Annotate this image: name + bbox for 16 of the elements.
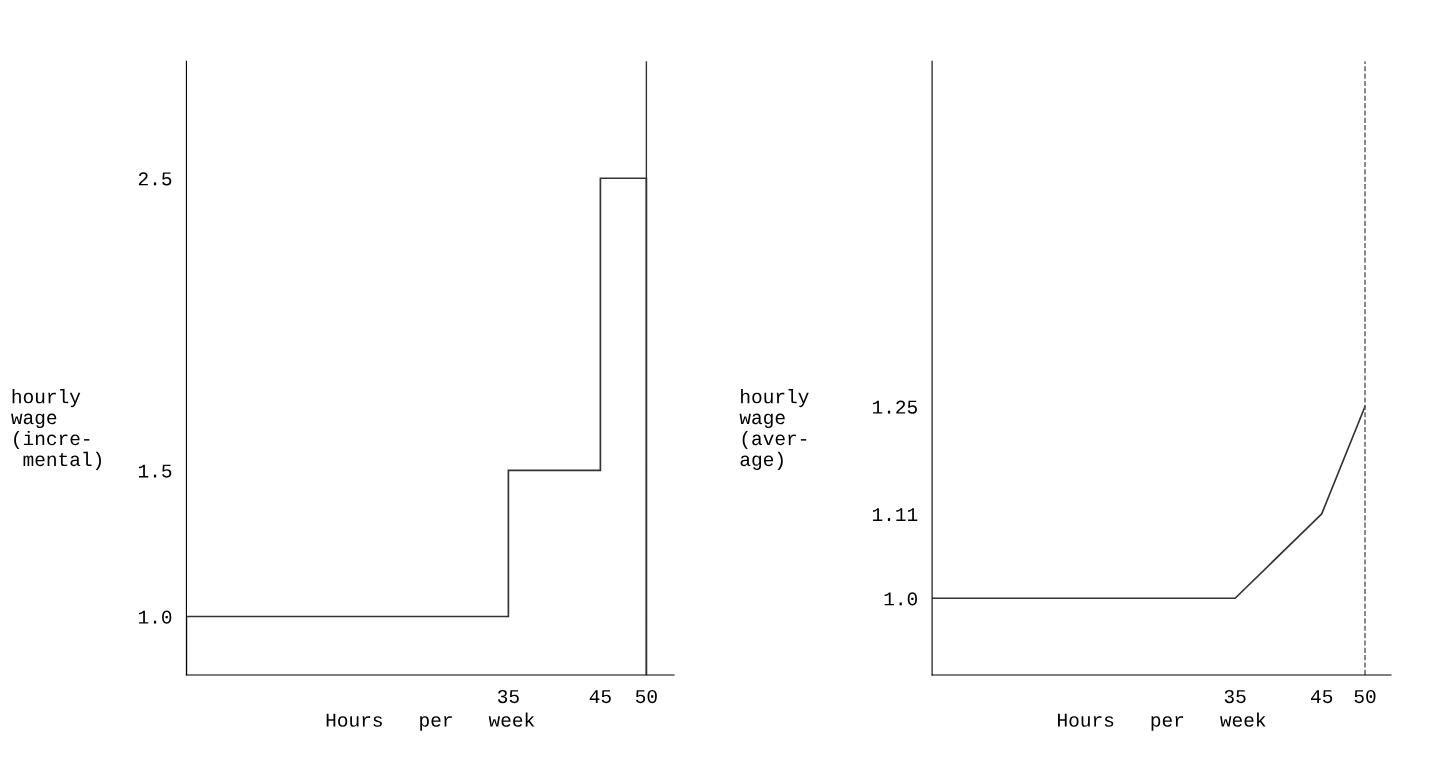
x-tick-label: 35	[497, 689, 519, 704]
y-tick-label: 1.5	[138, 464, 172, 478]
x-tick-label: 50	[635, 689, 657, 704]
x-tick-label: 35	[1224, 689, 1246, 704]
y-tick-label: 1.0	[884, 592, 918, 606]
x-tick-label: 45	[589, 690, 611, 704]
y-tick-label: 1.0	[138, 610, 172, 624]
x-axis-title: Hours per week	[1058, 712, 1266, 731]
y-tick-label: 2.5	[138, 172, 172, 186]
y-tick-label: 1.25	[872, 400, 917, 414]
y-axis-title: hourly wage (aver- age)	[739, 389, 809, 470]
x-tick-label: 50	[1354, 689, 1376, 704]
y-tick-label: 1.11	[872, 508, 918, 521]
y-axis-title: hourly wage (incre- mental)	[11, 389, 101, 470]
x-tick-label: 45	[1311, 690, 1333, 704]
x-axis-title: Hours per week	[326, 712, 535, 731]
